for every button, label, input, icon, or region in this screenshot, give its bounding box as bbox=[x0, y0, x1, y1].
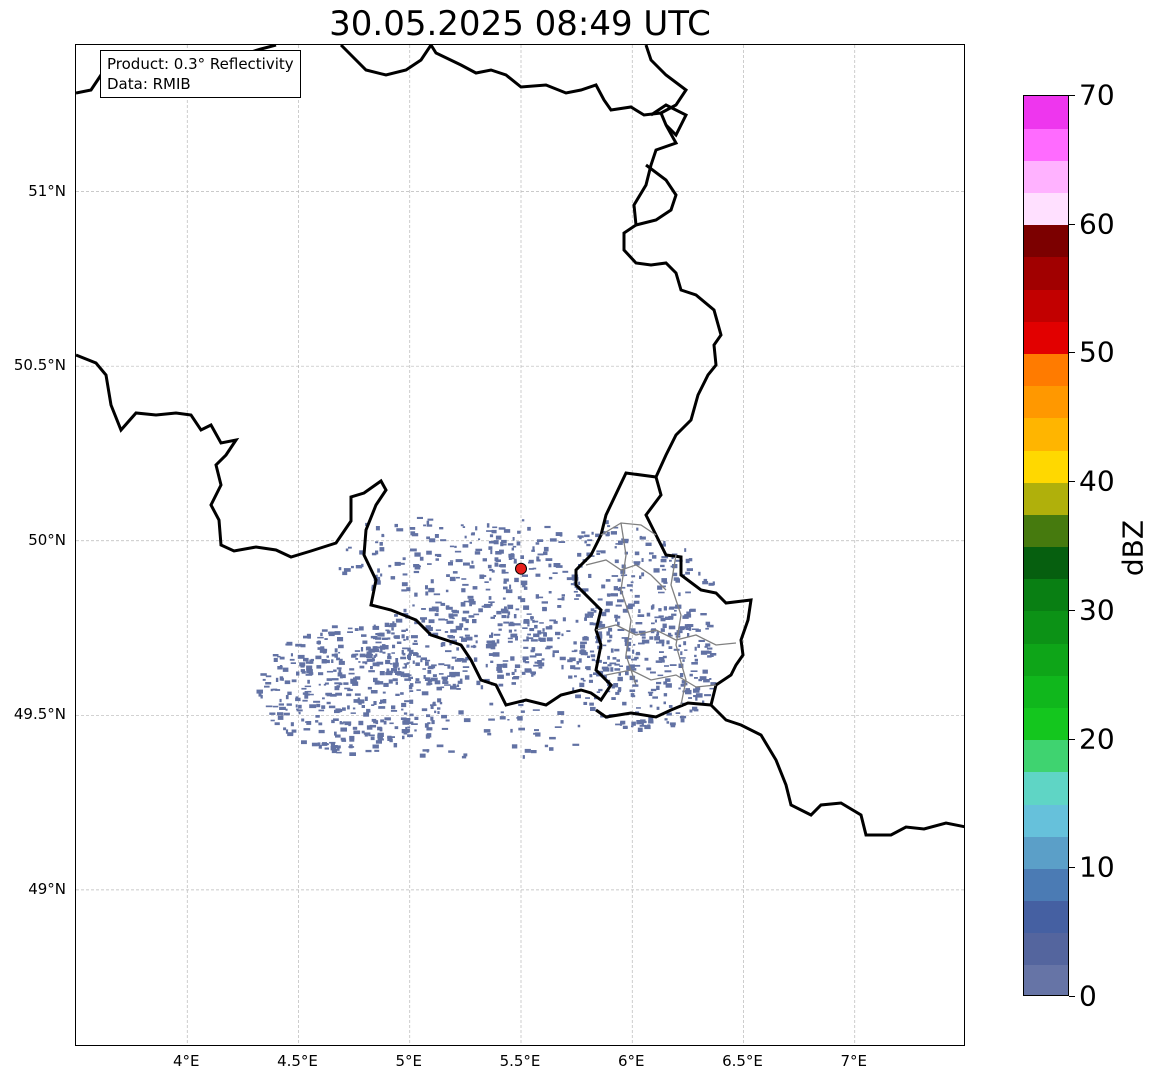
lon-tick-label: 6°E bbox=[617, 1052, 645, 1070]
colorbar-tick-mark bbox=[1069, 867, 1075, 869]
colorbar-tick-label: 0 bbox=[1079, 979, 1097, 1013]
colorbar-tick-mark bbox=[1069, 609, 1075, 611]
colorbar-segment bbox=[1024, 675, 1068, 708]
colorbar-tick-label: 10 bbox=[1079, 850, 1115, 884]
lat-tick-label: 49.5°N bbox=[13, 705, 66, 724]
colorbar-segment bbox=[1024, 771, 1068, 805]
colorbar-segment bbox=[1024, 900, 1068, 934]
colorbar-segment bbox=[1024, 224, 1068, 258]
colorbar-tick-label: 50 bbox=[1079, 335, 1115, 369]
colorbar-segment bbox=[1024, 417, 1068, 451]
colorbar-tick-label: 60 bbox=[1079, 207, 1115, 241]
colorbar-segment bbox=[1024, 836, 1068, 869]
lon-tick-label: 4°E bbox=[172, 1052, 200, 1070]
radar-site-marker bbox=[515, 562, 527, 575]
lon-tick-label: 5.5°E bbox=[499, 1052, 541, 1070]
colorbar-segment bbox=[1024, 128, 1068, 161]
lon-tick-label: 6.5°E bbox=[722, 1052, 763, 1070]
colorbar-segment bbox=[1024, 643, 1068, 676]
colorbar-segment bbox=[1024, 353, 1068, 387]
lon-tick-label: 7°E bbox=[840, 1052, 868, 1070]
colorbar-tick-label: 20 bbox=[1079, 722, 1115, 756]
border-de-fr-se bbox=[709, 703, 964, 837]
radar-echoes bbox=[256, 516, 717, 759]
colorbar-segment bbox=[1024, 482, 1068, 515]
lat-tick-label: 51°N bbox=[28, 181, 66, 200]
lon-tick-label: 5°E bbox=[395, 1052, 423, 1070]
colorbar-segment bbox=[1024, 546, 1068, 580]
border-be-fr bbox=[76, 353, 753, 719]
colorbar-segment bbox=[1024, 160, 1068, 194]
map-canvas bbox=[76, 45, 964, 1045]
colorbar-tick-label: 70 bbox=[1079, 78, 1115, 112]
regional-borders bbox=[585, 522, 737, 706]
colorbar-segment bbox=[1024, 514, 1068, 548]
colorbar-segment bbox=[1024, 739, 1068, 773]
colorbar-segment bbox=[1024, 932, 1068, 966]
lat-tick-label: 49°N bbox=[28, 879, 66, 898]
dbz-colorbar bbox=[1023, 95, 1069, 996]
colorbar-tick-mark bbox=[1069, 223, 1075, 225]
product-label: Product: 0.3° Reflectivity bbox=[107, 55, 294, 73]
colorbar-label: dBZ bbox=[1116, 519, 1150, 577]
lat-tick-label: 50°N bbox=[28, 530, 66, 549]
colorbar-segment bbox=[1024, 868, 1068, 902]
colorbar-segment bbox=[1024, 192, 1068, 226]
colorbar-tick-mark bbox=[1069, 352, 1075, 354]
gridlines bbox=[76, 45, 964, 1045]
colorbar-segment bbox=[1024, 610, 1068, 644]
data-source-label: Data: RMIB bbox=[107, 75, 191, 93]
colorbar-segment bbox=[1024, 289, 1068, 322]
lat-tick-label: 50.5°N bbox=[13, 356, 66, 375]
colorbar-tick-label: 40 bbox=[1079, 464, 1115, 498]
colorbar-segment bbox=[1024, 578, 1068, 612]
colorbar-tick-label: 30 bbox=[1079, 593, 1115, 627]
colorbar-segment bbox=[1024, 385, 1068, 419]
border-de-east bbox=[429, 45, 723, 478]
colorbar-segment bbox=[1024, 964, 1068, 995]
colorbar-segment bbox=[1024, 707, 1068, 741]
map-plot-area bbox=[75, 44, 965, 1046]
colorbar-segment bbox=[1024, 803, 1068, 837]
colorbar-tick-mark bbox=[1069, 95, 1075, 96]
colorbar-tick-mark bbox=[1069, 481, 1075, 483]
colorbar-segment bbox=[1024, 449, 1068, 483]
colorbar-segment bbox=[1024, 321, 1068, 355]
product-info-box: Product: 0.3° Reflectivity Data: RMIB bbox=[100, 50, 301, 98]
colorbar-segment bbox=[1024, 256, 1068, 290]
map-title: 30.05.2025 08:49 UTC bbox=[329, 4, 711, 44]
colorbar-tick-mark bbox=[1069, 996, 1075, 997]
border-nl-de bbox=[635, 45, 689, 227]
lon-tick-label: 4.5°E bbox=[277, 1052, 318, 1070]
colorbar-segment bbox=[1024, 96, 1068, 129]
colorbar-tick-mark bbox=[1069, 738, 1075, 740]
